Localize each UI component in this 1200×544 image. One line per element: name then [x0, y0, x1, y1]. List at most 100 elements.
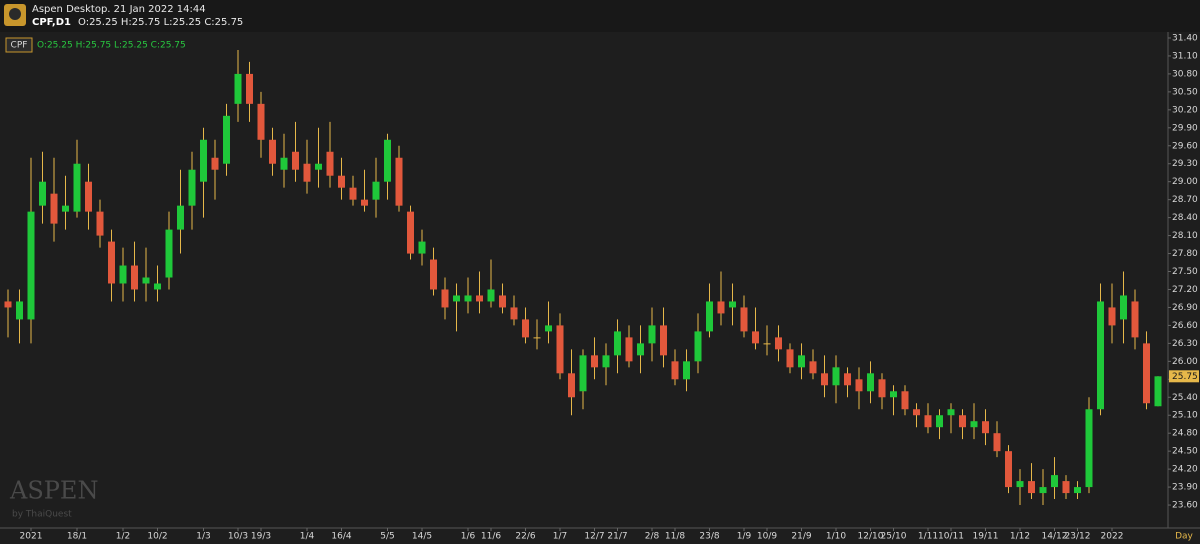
x-tick-label: 11/8: [665, 532, 685, 542]
candle-body: [1016, 481, 1024, 488]
candle-body: [775, 337, 782, 350]
candle-body: [372, 181, 380, 200]
candle-body: [487, 289, 495, 302]
candle-body: [315, 163, 322, 170]
y-tick-label: 31.10: [1172, 51, 1198, 61]
x-tick-label: 12/10: [858, 532, 884, 542]
candle-body: [694, 331, 702, 362]
symbol-timeframe: CPF,D1: [32, 17, 71, 28]
y-tick-label: 29.90: [1172, 123, 1198, 133]
candle-body: [418, 241, 426, 254]
candle-body: [890, 391, 897, 398]
candle-body: [878, 379, 886, 398]
x-tick-label: 1/12: [1010, 532, 1030, 542]
candle-body: [27, 211, 35, 320]
candle-body: [131, 265, 138, 290]
candle-body: [464, 295, 472, 302]
candle-body: [269, 139, 276, 164]
y-tick-label: 29.60: [1172, 141, 1198, 151]
candle-body: [384, 139, 391, 182]
candle-body: [510, 307, 518, 320]
candle-body: [303, 163, 311, 182]
y-tick-label: 28.70: [1172, 195, 1198, 205]
candle-body: [1005, 451, 1012, 488]
candle-body: [809, 361, 817, 374]
y-tick-label: 31.40: [1172, 33, 1198, 43]
candle-body: [1062, 481, 1070, 494]
y-tick-label: 26.90: [1172, 303, 1198, 313]
candle-body: [821, 373, 828, 386]
x-unit: Day: [1175, 532, 1193, 542]
candle-body: [211, 157, 219, 170]
x-tick-label: 22/6: [515, 532, 535, 542]
x-tick-label: 21/9: [791, 532, 811, 542]
x-tick-label: 11/6: [481, 532, 501, 542]
candle-body: [867, 373, 874, 392]
candle-body: [223, 115, 230, 164]
candle-body: [188, 169, 196, 206]
x-tick-label: 1/4: [300, 532, 315, 542]
x-tick-label: 14/12: [1042, 532, 1068, 542]
candle-body: [85, 181, 92, 212]
candle-body: [349, 187, 357, 200]
y-tick-label: 30.80: [1172, 69, 1198, 79]
x-tick-label: 19/11: [973, 532, 999, 542]
header-bar: [0, 0, 1200, 32]
candle-body: [798, 355, 805, 368]
candle-body: [292, 151, 299, 170]
x-tick-label: 25/10: [881, 532, 907, 542]
candle-body: [614, 331, 621, 356]
x-tick-label: 1/7: [553, 532, 567, 542]
candle-body: [361, 199, 368, 206]
candle-body: [73, 163, 81, 212]
candle-body: [591, 355, 598, 368]
y-tick-label: 30.20: [1172, 105, 1198, 115]
last-price-box: [1169, 370, 1199, 383]
candle-body: [763, 343, 771, 345]
x-tick-label: 1/11: [918, 532, 938, 542]
candle-body: [1131, 301, 1139, 338]
legend-ohlc: O:25.25 H:25.75 L:25.25 C:25.75: [37, 41, 186, 51]
y-tick-label: 25.40: [1172, 393, 1198, 403]
watermark-sub: by ThaiQuest: [12, 510, 72, 520]
candle-body: [936, 415, 943, 428]
candle-body: [280, 157, 288, 170]
candle-body: [637, 343, 644, 356]
symbol-badge: [5, 37, 33, 53]
candle-body: [579, 355, 587, 392]
candle-body: [982, 421, 989, 434]
candle-body: [395, 157, 403, 206]
y-tick-label: 27.20: [1172, 285, 1198, 295]
watermark: ASPEN: [9, 477, 98, 505]
candle-body: [844, 373, 851, 386]
candle-body: [50, 193, 58, 224]
candle-body: [39, 181, 46, 206]
candle-body: [1051, 475, 1058, 488]
candle-body: [752, 331, 759, 344]
x-tick-label: 21/7: [607, 532, 627, 542]
y-tick-label: 27.80: [1172, 249, 1198, 259]
x-tick-label: 1/10: [826, 532, 846, 542]
app-icon-mark: [9, 8, 21, 20]
candle-body: [177, 205, 184, 230]
candle-body: [234, 73, 242, 104]
x-tick-label: 10/9: [757, 532, 777, 542]
candle-body: [855, 379, 863, 392]
candle-body: [1154, 376, 1162, 407]
candle-body: [522, 319, 529, 338]
candle-body: [913, 409, 920, 416]
candle-body: [108, 241, 115, 284]
x-tick-label: 23/8: [699, 532, 719, 542]
candle-body: [200, 139, 207, 182]
candle-body: [993, 433, 1001, 452]
candle-body: [326, 151, 334, 176]
candle-body: [257, 103, 265, 140]
candle-body: [970, 421, 978, 428]
candle-body: [16, 301, 23, 320]
x-tick-label: 10/3: [228, 532, 248, 542]
candle-body: [453, 295, 460, 302]
x-tick-label: 2022: [1101, 532, 1124, 542]
candle-body: [165, 229, 173, 278]
y-tick-label: 24.50: [1172, 447, 1198, 457]
